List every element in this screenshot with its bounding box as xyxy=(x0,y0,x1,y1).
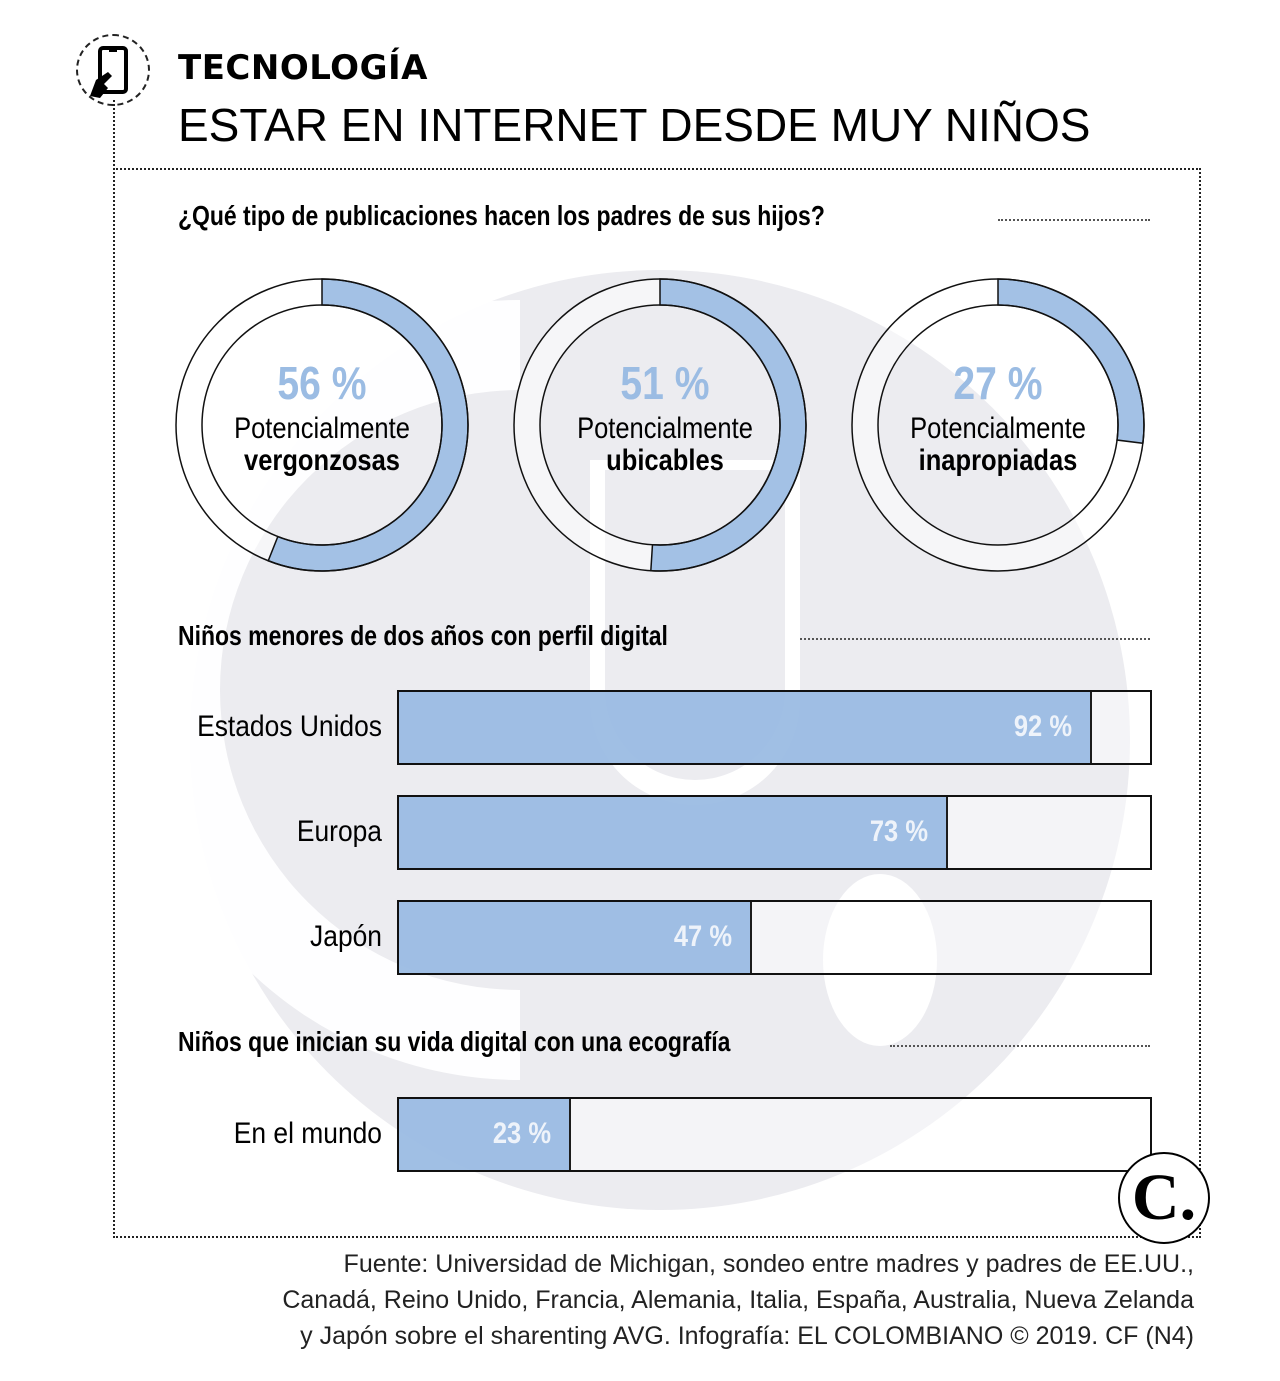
tablet-touch-icon xyxy=(90,46,128,98)
donut-0-line1: Potencialmente xyxy=(234,412,410,445)
bar-value-label: 47 % xyxy=(673,920,732,953)
bar-category-label: Europa xyxy=(296,815,382,848)
donut-0 xyxy=(175,278,469,572)
section-title-perfil-digital: Niños menores de dos años con perfil dig… xyxy=(178,620,668,651)
bar-value-label: 92 % xyxy=(1013,710,1072,743)
bar-fill xyxy=(397,795,949,870)
donut-inner-outline xyxy=(539,304,781,546)
bar-category-label: Estados Unidos xyxy=(197,710,382,743)
publisher-logo: C. xyxy=(1118,1152,1210,1244)
section-leader-line xyxy=(998,219,1150,221)
source-line: y Japón sobre el sharenting AVG. Infogra… xyxy=(300,1322,1194,1350)
bar-category-label: En el mundo xyxy=(233,1117,382,1150)
bar-value-label: 73 % xyxy=(870,815,929,848)
donut-charts xyxy=(175,278,1145,572)
donut-outer-outline xyxy=(513,278,807,572)
frame-connector-line xyxy=(113,100,115,1234)
donut-inner-outline xyxy=(201,304,443,546)
donut-inner-outline xyxy=(877,304,1119,546)
donut-outer-outline xyxy=(851,278,1145,572)
donut-0-text: 56 % Potencialmente vergonzosas xyxy=(172,356,472,478)
donut-0-value: 56 % xyxy=(277,357,367,409)
category-icon-badge xyxy=(76,34,150,106)
bar-fill xyxy=(397,900,752,975)
bar-value-label: 23 % xyxy=(492,1117,551,1150)
source-line: Fuente: Universidad de Michigan, sondeo … xyxy=(343,1250,1194,1278)
donut-2-value: 27 % xyxy=(953,357,1043,409)
content-frame xyxy=(113,168,1201,1238)
donut-2-text: 27 % Potencialmente inapropiadas xyxy=(848,356,1148,478)
bar-category-label: Japón xyxy=(310,920,382,953)
donut-outer-outline xyxy=(175,278,469,572)
logo-text: C. xyxy=(1131,1161,1197,1234)
donut-1-line2: ubicables xyxy=(606,444,724,477)
bar-fill xyxy=(397,690,1092,765)
donut-1-value: 51 % xyxy=(620,357,710,409)
donut-1-line1: Potencialmente xyxy=(577,412,753,445)
donut-2-line2: inapropiadas xyxy=(918,444,1078,477)
source-note: Fuente: Universidad de Michigan, sondeo … xyxy=(74,1246,1194,1354)
section-leader-line xyxy=(800,638,1150,640)
donut-1-text: 51 % Potencialmente ubicables xyxy=(515,356,815,478)
donut-1 xyxy=(513,278,807,572)
donut-0-line2: vergonzosas xyxy=(244,444,400,477)
page-title: ESTAR EN INTERNET DESDE MUY NIÑOS xyxy=(178,99,1091,151)
bar-fill xyxy=(397,1097,571,1172)
category-kicker: TECNOLOGÍA xyxy=(178,48,428,88)
section-leader-line xyxy=(890,1045,1150,1047)
donut-2-line1: Potencialmente xyxy=(910,412,1086,445)
donut-2 xyxy=(851,278,1145,572)
source-line: Canadá, Reino Unido, Francia, Alemania, … xyxy=(282,1286,1194,1314)
section-title-ecografia: Niños que inician su vida digital con un… xyxy=(178,1026,731,1057)
section-title-publicaciones: ¿Qué tipo de publicaciones hacen los pad… xyxy=(178,200,825,231)
